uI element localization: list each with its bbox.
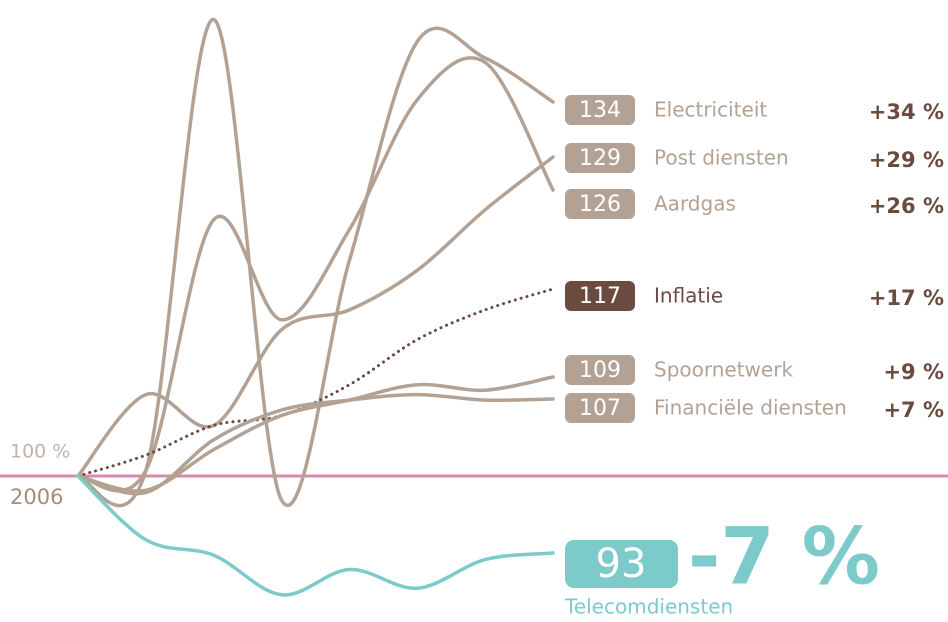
series-line [76,155,555,478]
change-label: -7 % [688,512,880,602]
x-tick-label: 2006 [10,485,63,509]
change-label: +26 % [869,194,944,218]
value-label: 109 [579,358,621,383]
value-box [565,393,635,423]
legend-label: Inflatie [654,284,723,308]
legend-label: Financiële diensten [654,396,847,420]
legend-label: Aardgas [654,192,736,216]
change-label: +9 % [883,360,944,384]
change-label: +34 % [869,100,944,124]
change-label: +29 % [869,148,944,172]
value-box [565,95,635,125]
value-label: 93 [596,541,647,587]
value-box [565,540,678,588]
value-label: 134 [579,98,621,123]
legend-label: Telecomdiensten [564,595,733,619]
baseline-label: 100 % [10,441,70,463]
series-line [76,287,555,478]
series-line [76,392,555,496]
legend-label: Post diensten [654,146,789,170]
value-box [565,189,635,219]
change-label: +7 % [883,398,944,422]
value-label: 117 [579,284,621,309]
value-label: 107 [579,396,621,421]
legend-label: Spoornetwerk [654,358,793,382]
series-line [76,17,555,508]
change-label: +17 % [869,286,944,310]
value-label: 129 [579,146,621,171]
value-box [565,281,635,311]
value-box [565,143,635,173]
series-line [76,56,555,493]
legend-label: Electriciteit [654,98,767,122]
value-label: 126 [579,192,621,217]
value-box [565,355,635,385]
series-line [76,474,555,597]
